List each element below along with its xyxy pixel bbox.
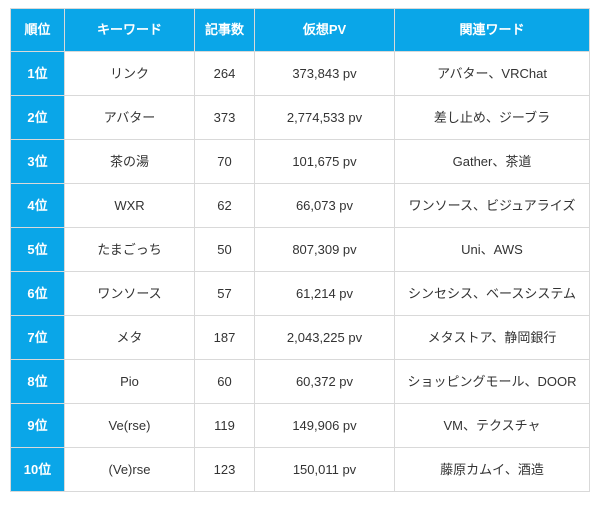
cell-pv: 61,214 pv xyxy=(255,272,395,316)
cell-keyword: Pio xyxy=(65,360,195,404)
cell-related: Gather、茶道 xyxy=(395,140,590,184)
cell-pv: 60,372 pv xyxy=(255,360,395,404)
cell-related: アバター、VRChat xyxy=(395,52,590,96)
cell-count: 119 xyxy=(195,404,255,448)
cell-related: 藤原カムイ、酒造 xyxy=(395,448,590,492)
cell-pv: 2,774,533 pv xyxy=(255,96,395,140)
table-row: 9位 Ve(rse) 119 149,906 pv VM、テクスチャ xyxy=(11,404,590,448)
cell-count: 62 xyxy=(195,184,255,228)
col-header-related: 関連ワード xyxy=(395,9,590,52)
table-row: 5位 たまごっち 50 807,309 pv Uni、AWS xyxy=(11,228,590,272)
cell-keyword: WXR xyxy=(65,184,195,228)
cell-keyword: アバター xyxy=(65,96,195,140)
cell-pv: 373,843 pv xyxy=(255,52,395,96)
cell-pv: 66,073 pv xyxy=(255,184,395,228)
cell-count: 60 xyxy=(195,360,255,404)
cell-rank: 7位 xyxy=(11,316,65,360)
table-row: 6位 ワンソース 57 61,214 pv シンセシス、ベースシステム xyxy=(11,272,590,316)
cell-rank: 2位 xyxy=(11,96,65,140)
table-header-row: 順位 キーワード 記事数 仮想PV 関連ワード xyxy=(11,9,590,52)
cell-count: 50 xyxy=(195,228,255,272)
cell-pv: 149,906 pv xyxy=(255,404,395,448)
col-header-keyword: キーワード xyxy=(65,9,195,52)
col-header-rank: 順位 xyxy=(11,9,65,52)
cell-rank: 4位 xyxy=(11,184,65,228)
table-container: 順位 キーワード 記事数 仮想PV 関連ワード 1位 リンク 264 373,8… xyxy=(0,0,600,504)
cell-pv: 2,043,225 pv xyxy=(255,316,395,360)
cell-count: 187 xyxy=(195,316,255,360)
cell-related: Uni、AWS xyxy=(395,228,590,272)
table-body: 1位 リンク 264 373,843 pv アバター、VRChat 2位 アバタ… xyxy=(11,52,590,492)
cell-pv: 150,011 pv xyxy=(255,448,395,492)
cell-rank: 9位 xyxy=(11,404,65,448)
table-row: 1位 リンク 264 373,843 pv アバター、VRChat xyxy=(11,52,590,96)
cell-related: 差し止め、ジーブラ xyxy=(395,96,590,140)
cell-count: 57 xyxy=(195,272,255,316)
cell-pv: 807,309 pv xyxy=(255,228,395,272)
cell-rank: 10位 xyxy=(11,448,65,492)
cell-count: 70 xyxy=(195,140,255,184)
cell-related: ワンソース、ビジュアライズ xyxy=(395,184,590,228)
cell-rank: 5位 xyxy=(11,228,65,272)
cell-keyword: 茶の湯 xyxy=(65,140,195,184)
table-row: 10位 (Ve)rse 123 150,011 pv 藤原カムイ、酒造 xyxy=(11,448,590,492)
col-header-pv: 仮想PV xyxy=(255,9,395,52)
table-row: 3位 茶の湯 70 101,675 pv Gather、茶道 xyxy=(11,140,590,184)
cell-keyword: リンク xyxy=(65,52,195,96)
cell-keyword: たまごっち xyxy=(65,228,195,272)
cell-keyword: ワンソース xyxy=(65,272,195,316)
cell-related: VM、テクスチャ xyxy=(395,404,590,448)
cell-keyword: (Ve)rse xyxy=(65,448,195,492)
cell-related: シンセシス、ベースシステム xyxy=(395,272,590,316)
table-row: 4位 WXR 62 66,073 pv ワンソース、ビジュアライズ xyxy=(11,184,590,228)
cell-count: 373 xyxy=(195,96,255,140)
col-header-count: 記事数 xyxy=(195,9,255,52)
cell-pv: 101,675 pv xyxy=(255,140,395,184)
cell-keyword: Ve(rse) xyxy=(65,404,195,448)
table-row: 8位 Pio 60 60,372 pv ショッピングモール、DOOR xyxy=(11,360,590,404)
cell-count: 264 xyxy=(195,52,255,96)
ranking-table: 順位 キーワード 記事数 仮想PV 関連ワード 1位 リンク 264 373,8… xyxy=(10,8,590,492)
cell-keyword: メタ xyxy=(65,316,195,360)
table-row: 7位 メタ 187 2,043,225 pv メタストア、静岡銀行 xyxy=(11,316,590,360)
cell-rank: 8位 xyxy=(11,360,65,404)
cell-related: メタストア、静岡銀行 xyxy=(395,316,590,360)
cell-rank: 3位 xyxy=(11,140,65,184)
cell-related: ショッピングモール、DOOR xyxy=(395,360,590,404)
cell-rank: 1位 xyxy=(11,52,65,96)
cell-rank: 6位 xyxy=(11,272,65,316)
cell-count: 123 xyxy=(195,448,255,492)
table-row: 2位 アバター 373 2,774,533 pv 差し止め、ジーブラ xyxy=(11,96,590,140)
